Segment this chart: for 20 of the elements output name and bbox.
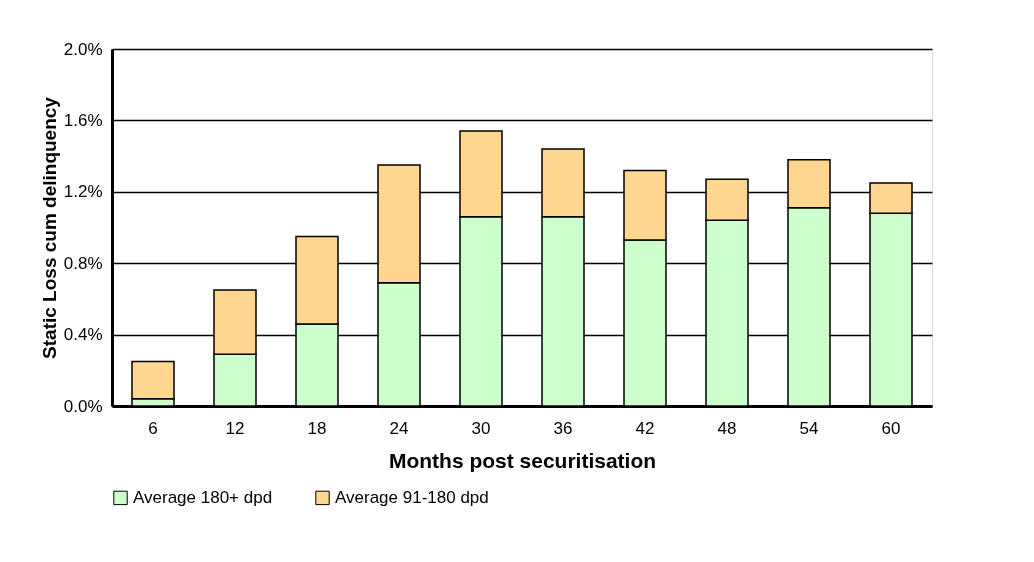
- x-tick-label: 18: [307, 418, 327, 438]
- y-tick-label: 0.8%: [63, 253, 103, 273]
- x-tick-label: 24: [389, 418, 409, 438]
- x-tick-label: 12: [225, 418, 245, 438]
- x-tick-label: 36: [553, 418, 573, 438]
- y-tick-label: 2.0%: [63, 39, 103, 59]
- y-tick-label: 0.4%: [63, 325, 103, 345]
- x-tick-label: 54: [799, 418, 819, 438]
- x-axis-title: Months post securitisation: [388, 448, 657, 472]
- y-tick-label: 1.2%: [63, 182, 103, 202]
- y-tick-label: 1.6%: [63, 110, 103, 130]
- x-tick-label: 30: [471, 418, 491, 438]
- y-axis-title: Static Loss cum delinquency: [38, 96, 60, 359]
- legend-label: Average 91-180 dpd: [335, 487, 489, 507]
- x-tick-label: 42: [635, 418, 655, 438]
- x-tick-label: 48: [717, 418, 737, 438]
- y-tick-label: 0.0%: [63, 396, 103, 416]
- legend-label: Average 180+ dpd: [133, 487, 273, 507]
- x-tick-label: 60: [881, 418, 901, 438]
- x-tick-label: 6: [148, 418, 158, 438]
